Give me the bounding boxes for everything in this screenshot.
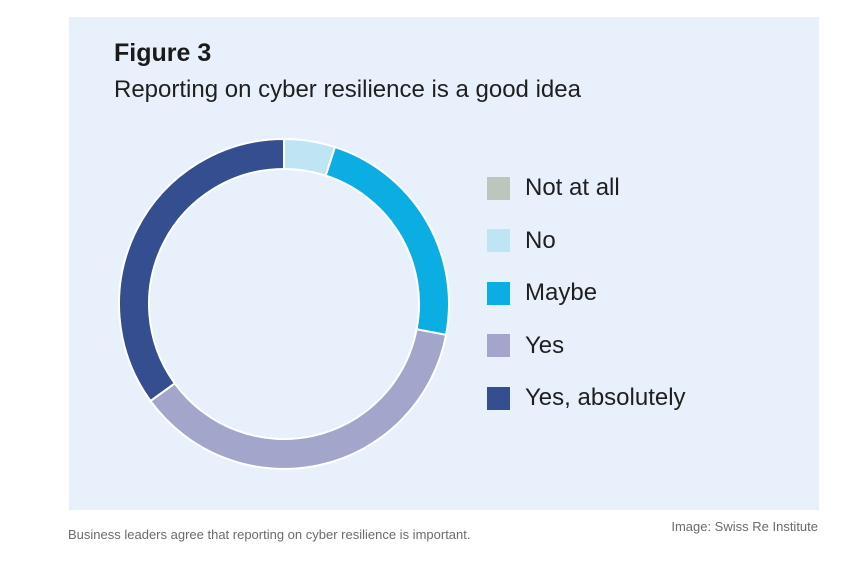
donut-chart — [118, 137, 450, 470]
legend-label: Yes, absolutely — [525, 384, 686, 412]
legend-swatch — [487, 386, 510, 410]
legend-label: Not at all — [525, 174, 620, 202]
legend-item-no: No — [487, 215, 807, 268]
legend-item-not-at-all: Not at all — [487, 162, 807, 215]
chart-legend: Not at all No Maybe Yes Yes, absolutely — [487, 162, 807, 425]
donut-slice-yes-absolutely — [118, 137, 285, 403]
donut-hole — [149, 169, 419, 439]
chart-subtitle: Reporting on cyber resilience is a good … — [114, 76, 581, 103]
legend-swatch — [487, 334, 510, 358]
legend-item-maybe: Maybe — [487, 267, 807, 320]
figure-caption: Business leaders agree that reporting on… — [68, 527, 471, 542]
legend-item-yes: Yes — [487, 320, 807, 373]
chart-title: Figure 3 — [114, 39, 212, 67]
image-credit: Image: Swiss Re Institute — [671, 519, 818, 534]
figure-panel: Figure 3 Reporting on cyber resilience i… — [69, 17, 819, 510]
legend-swatch — [487, 176, 510, 200]
legend-swatch — [487, 281, 510, 305]
legend-label: Maybe — [525, 279, 598, 307]
legend-swatch — [487, 229, 510, 253]
legend-label: Yes — [525, 331, 565, 359]
legend-label: No — [525, 226, 556, 254]
legend-item-yes-absolutely: Yes, absolutely — [487, 372, 807, 425]
